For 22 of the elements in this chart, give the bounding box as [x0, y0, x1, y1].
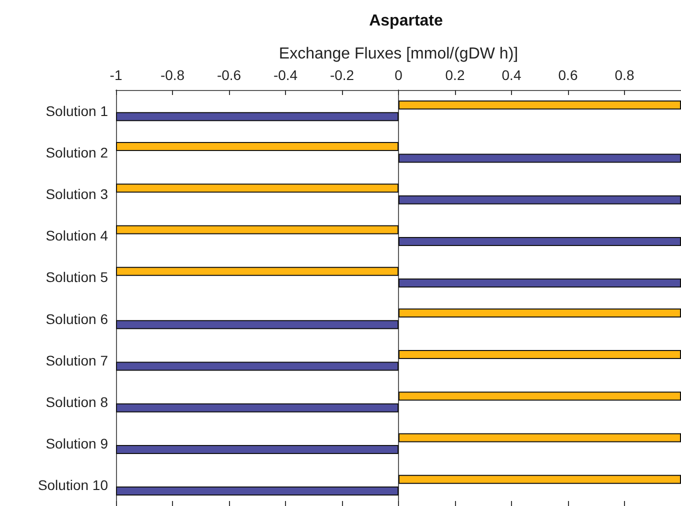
y-tick-label: Solution 7	[46, 352, 108, 368]
x-tick-label: -0.6	[216, 67, 242, 83]
x-tick-label: 0.2	[445, 67, 465, 83]
y-tick-label: Solution 2	[46, 144, 108, 160]
y-tick-label: Solution 9	[46, 436, 108, 452]
x-tick-label: -1	[110, 67, 122, 83]
x-tick-label: -0.2	[330, 67, 354, 83]
y-tick-label: Solution 1	[46, 102, 108, 119]
y-tick-label: Solution 4	[46, 228, 108, 244]
x-tick-label: -0.4	[273, 67, 298, 83]
chart-title: Aspartate	[369, 12, 443, 30]
y-tick-label: Solution 5	[46, 269, 108, 286]
x-tick-label: 0.4	[502, 67, 522, 83]
x-tick-label: 0	[394, 67, 403, 83]
x-tick-label: 0.6	[558, 67, 578, 83]
x-tick-label: -0.8	[160, 67, 185, 83]
x-tick-label: 0.8	[614, 67, 634, 83]
y-tick-label: Solution 8	[46, 394, 108, 410]
y-tick-label: Solution 6	[46, 310, 108, 327]
y-tick-label: Solution 3	[46, 186, 108, 202]
x-axis-title: Exchange Fluxes [mmol/(gDW h)]	[278, 46, 518, 62]
y-tick-label: Solution 10	[38, 477, 108, 494]
